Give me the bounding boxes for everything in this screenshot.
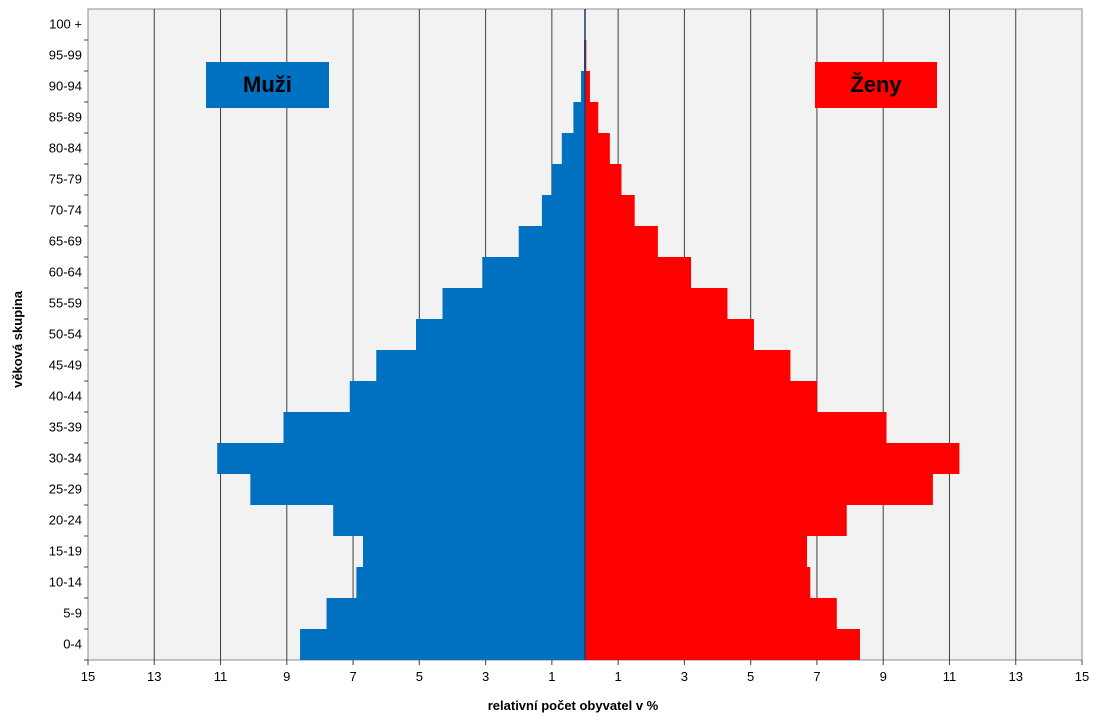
bar-men-65-69 [518,226,585,257]
bar-men-70-74 [541,195,585,226]
bar-men-20-24 [333,505,585,536]
bar-women-10-14 [585,567,811,598]
y-tick-label: 10-14 [49,575,82,590]
x-tick-label: 9 [283,669,290,684]
bar-men-35-39 [283,412,585,443]
bar-men-25-29 [250,474,585,505]
y-tick-label: 0-4 [63,637,82,652]
x-tick-label: 1 [615,669,622,684]
y-tick-label: 40-44 [49,389,82,404]
y-tick-label: 30-34 [49,451,82,466]
y-tick-label: 65-69 [49,234,82,249]
y-tick-label: 70-74 [49,203,82,218]
y-tick-label: 90-94 [49,79,82,94]
bar-men-45-49 [376,350,585,381]
y-tick-label: 50-54 [49,327,82,342]
x-tick-labels: 15 13 11 9 7 5 3 1 1 3 5 7 9 11 13 15 [81,660,1089,684]
series-men [217,9,585,660]
y-tick-label: 25-29 [49,482,82,497]
legend-men-label: Muži [243,72,292,97]
bar-women-65-69 [585,226,658,257]
bar-men-40-44 [349,381,585,412]
legend-men: Muži [206,62,329,108]
bar-men-75-79 [551,164,585,195]
bar-men-10-14 [356,567,585,598]
bar-men-15-19 [363,536,585,567]
bar-women-35-39 [585,412,887,443]
bar-women-15-19 [585,536,807,567]
legend-women-swatch [815,62,937,108]
bar-men-90-94 [581,71,585,102]
x-tick-label: 13 [1008,669,1022,684]
bar-women-45-49 [585,350,791,381]
bar-women-80-84 [585,133,610,164]
y-tick-label: 15-19 [49,544,82,559]
bar-men-5-9 [326,598,585,629]
y-tick-label: 95-99 [49,48,82,63]
x-tick-label: 15 [1075,669,1089,684]
x-tick-label: 15 [81,669,95,684]
x-tick-label: 11 [214,669,228,684]
bar-men-80-84 [561,133,585,164]
y-tick-labels: 0-4 5-9 10-14 15-19 20-24 25-29 30-34 35-39 40-4… [49,17,88,661]
bar-women-90-94 [585,71,590,102]
bar-women-20-24 [585,505,847,536]
legend-men-swatch [206,62,329,108]
bar-men-0-4 [300,629,585,660]
x-tick-label: 5 [416,669,423,684]
x-axis-title: relativní počet obyvatel v % [488,698,659,713]
y-tick-label: 55-59 [49,296,82,311]
x-tick-label: 7 [349,669,356,684]
y-tick-label: 60-64 [49,265,82,280]
x-tick-label: 5 [747,669,754,684]
bar-women-55-59 [585,288,728,319]
x-tick-label: 7 [813,669,820,684]
y-tick-label: 80-84 [49,141,82,156]
bar-women-5-9 [585,598,837,629]
series-women [585,9,960,660]
bar-men-30-34 [217,443,585,474]
bar-women-25-29 [585,474,933,505]
bar-women-85-89 [585,102,599,133]
bar-men-85-89 [573,102,585,133]
x-tick-label: 3 [482,669,489,684]
bar-women-60-64 [585,257,692,288]
y-tick-label: 45-49 [49,358,82,373]
bar-women-75-79 [585,164,622,195]
x-tick-label: 13 [147,669,161,684]
y-axis-title: věková skupina [10,290,25,388]
bar-men-60-64 [482,257,585,288]
legend-women-label: Ženy [850,72,902,97]
x-tick-label: 9 [880,669,887,684]
bar-men-55-59 [442,288,585,319]
x-tick-label: 11 [943,669,957,684]
bar-women-50-54 [585,319,754,350]
y-tick-label: 85-89 [49,110,82,125]
y-tick-label: 20-24 [49,513,82,528]
bar-women-30-34 [585,443,960,474]
y-tick-label: 75-79 [49,172,82,187]
legend-women: Ženy [815,62,937,108]
x-tick-label: 1 [548,669,555,684]
y-tick-label: 5-9 [63,606,82,621]
y-tick-label: 35-39 [49,420,82,435]
bar-women-0-4 [585,629,861,660]
bar-women-70-74 [585,195,635,226]
y-tick-label: 100 + [49,17,82,32]
bar-men-50-54 [416,319,585,350]
bar-women-40-44 [585,381,817,412]
x-tick-label: 3 [681,669,688,684]
